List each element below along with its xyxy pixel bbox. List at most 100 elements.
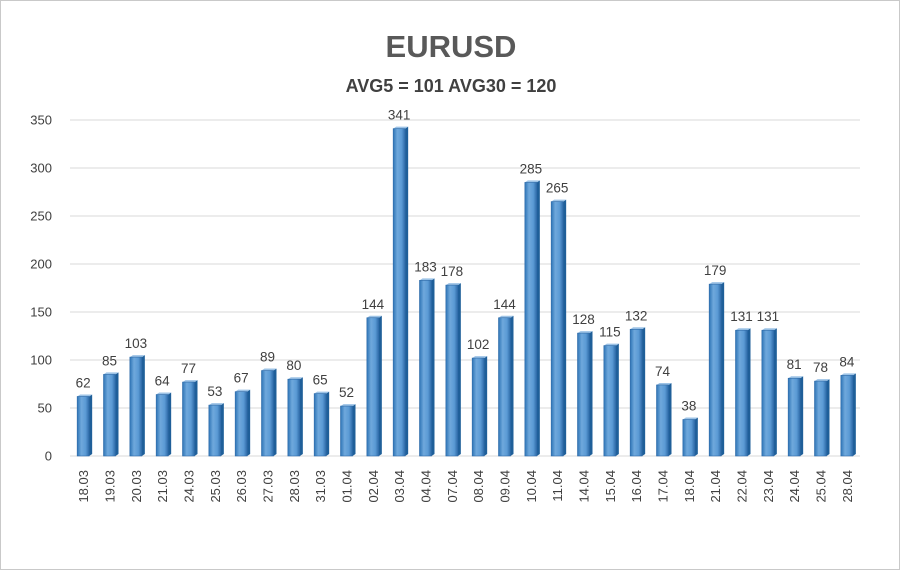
bar-face: [129, 356, 143, 457]
bar-top: [814, 379, 830, 382]
bar-side: [431, 278, 435, 456]
bar-side: [642, 327, 646, 456]
data-label: 67: [234, 371, 249, 386]
bar: [682, 417, 698, 457]
x-tick-label: 21.03: [155, 470, 170, 503]
data-label: 81: [787, 357, 802, 372]
bar-face: [471, 357, 485, 457]
y-tick-label: 150: [30, 305, 52, 320]
data-label: 80: [286, 358, 301, 373]
bar-top: [287, 377, 303, 380]
bar-top: [366, 315, 382, 318]
bar: [155, 392, 172, 457]
bar: [392, 126, 409, 457]
bar-face: [103, 374, 116, 457]
bar-top: [445, 283, 461, 286]
bar-top: [761, 328, 777, 331]
bar: [208, 403, 224, 457]
data-label: 128: [572, 312, 595, 327]
data-label: 85: [102, 353, 117, 368]
bar: [445, 283, 461, 457]
bar-face: [234, 391, 248, 457]
bar-face: [603, 345, 617, 457]
bar: [76, 394, 93, 457]
bar-side: [247, 389, 251, 456]
bar: [129, 355, 145, 457]
bar-side: [721, 282, 725, 456]
bar-face: [155, 394, 169, 457]
data-label: 179: [704, 263, 727, 278]
y-tick-label: 350: [30, 113, 52, 128]
bar-face: [392, 128, 406, 457]
bar-top: [393, 126, 409, 129]
bar-side: [510, 315, 514, 456]
bar-face: [76, 396, 90, 457]
bar-face: [735, 329, 748, 457]
data-label: 77: [181, 361, 196, 376]
bar-top: [419, 278, 435, 281]
bar-face: [787, 377, 801, 457]
data-label: 178: [441, 264, 464, 279]
data-label: 65: [313, 373, 328, 388]
bar-top: [735, 328, 751, 331]
data-label: 103: [125, 336, 148, 351]
bar-side: [800, 376, 804, 456]
bar-side: [168, 392, 172, 456]
y-tick-label: 100: [30, 353, 52, 368]
x-tick-label: 11.04: [550, 470, 565, 502]
bar: [313, 391, 330, 457]
bar-top: [261, 368, 277, 371]
data-label: 341: [388, 108, 411, 123]
bar: [287, 377, 303, 457]
bar-top: [498, 315, 514, 318]
bar: [471, 356, 488, 457]
x-tick-label: 02.04: [366, 470, 381, 503]
bar-face: [682, 419, 696, 457]
data-label: 132: [625, 308, 648, 323]
bar-side: [615, 343, 619, 456]
bar-face: [182, 381, 195, 457]
data-label: 102: [467, 337, 490, 352]
bar: [550, 199, 567, 457]
bar: [735, 328, 751, 457]
bar: [340, 404, 356, 457]
bar-side: [299, 377, 303, 456]
bar-side: [220, 403, 224, 456]
bar-face: [419, 280, 432, 457]
bar-top: [340, 404, 356, 407]
x-tick-label: 08.04: [471, 470, 486, 503]
data-label: 64: [155, 374, 171, 389]
data-label: 285: [520, 161, 543, 176]
chart-title: EURUSD: [385, 29, 517, 64]
x-tick-label: 09.04: [498, 470, 513, 503]
bar-side: [536, 180, 540, 456]
bar-side: [378, 315, 382, 456]
x-tick-label: 18.04: [682, 470, 697, 503]
bar-face: [498, 317, 511, 457]
y-tick-label: 250: [30, 209, 52, 224]
y-tick-label: 300: [30, 161, 52, 176]
bar: [603, 343, 619, 457]
bar-side: [563, 199, 567, 456]
x-tick-label: 26.03: [234, 470, 249, 503]
bar-face: [629, 328, 643, 457]
bar-side: [589, 331, 593, 456]
x-tick-label: 14.04: [577, 470, 592, 503]
bar: [577, 331, 593, 457]
bar-face: [340, 405, 353, 457]
y-axis-ticks: 0 50 100 150 200 250 300 350: [30, 113, 52, 464]
data-label: 78: [813, 360, 828, 375]
data-label: 53: [207, 384, 222, 399]
bars: [76, 126, 856, 457]
bar-top: [788, 376, 804, 379]
bar-top: [235, 389, 251, 392]
bar-side: [668, 382, 672, 456]
bar-face: [261, 370, 274, 457]
data-label: 144: [493, 297, 516, 312]
y-tick-label: 200: [30, 257, 52, 272]
bar-face: [656, 384, 669, 457]
data-label: 131: [757, 309, 780, 324]
data-label: 265: [546, 181, 569, 196]
bar: [629, 327, 646, 457]
x-axis-ticks: 18.03 19.03 20.03 21.03 24.03 25.03 26.03 27.03…: [76, 470, 855, 503]
